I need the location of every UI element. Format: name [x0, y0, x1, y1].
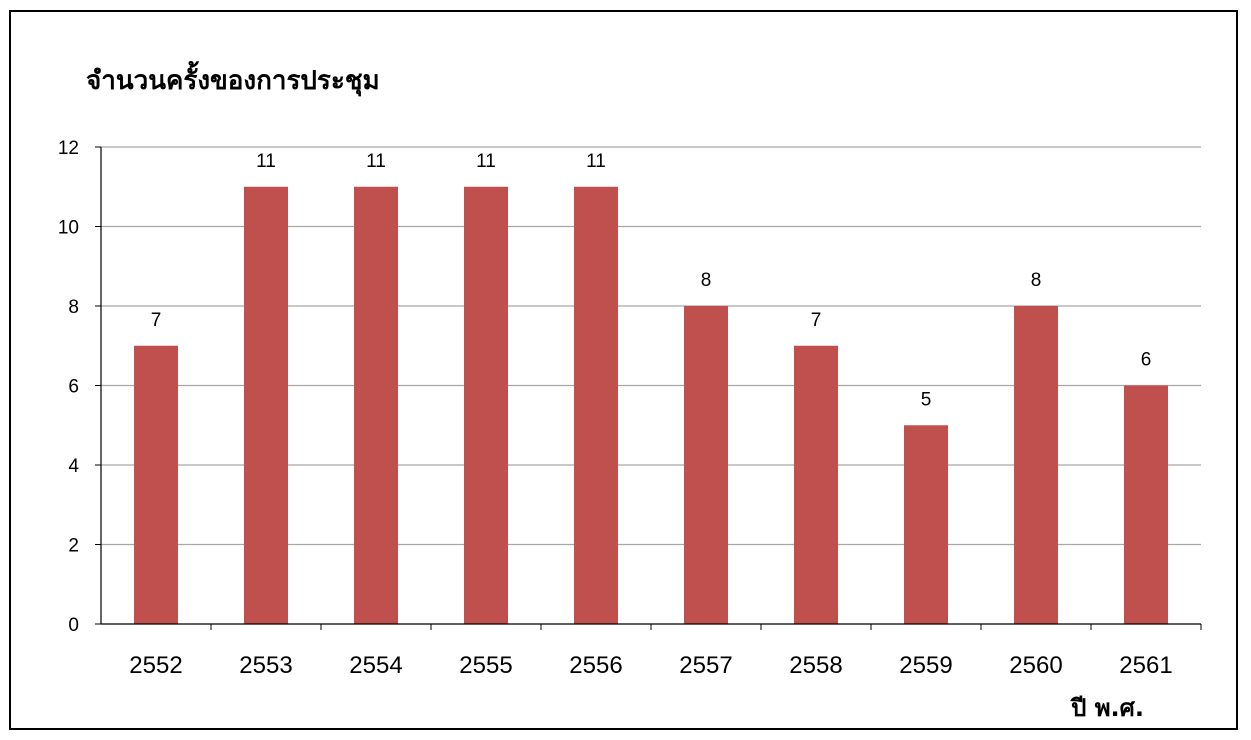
x-axis-title: ปี พ.ศ. — [1070, 694, 1144, 722]
x-tick-label: 2556 — [569, 652, 622, 679]
x-tick-label: 2552 — [129, 652, 182, 679]
x-tick-label: 2555 — [459, 652, 512, 679]
bar-2560 — [1014, 306, 1058, 624]
chart-title: จำนวนครั้งของการประชุม — [86, 60, 380, 97]
bar-2559 — [904, 425, 948, 624]
bars — [134, 186, 1168, 624]
y-tick-label: 8 — [68, 297, 79, 318]
y-tick-label: 4 — [68, 456, 79, 477]
x-tick-label: 2560 — [1009, 652, 1062, 679]
y-tick-label: 0 — [68, 615, 79, 636]
x-tick-label: 2559 — [899, 652, 952, 679]
x-tick-label: 2554 — [349, 652, 402, 679]
axes — [95, 146, 1202, 630]
y-tick-labels: 0 2 4 6 8 10 12 — [58, 138, 80, 636]
x-tick-label: 2561 — [1119, 652, 1172, 679]
data-label: 8 — [1031, 270, 1042, 291]
bar-2552 — [134, 345, 178, 624]
x-tick-label: 2557 — [679, 652, 732, 679]
bar-2558 — [794, 345, 838, 624]
x-tick-label: 2553 — [239, 652, 292, 679]
data-label: 11 — [366, 151, 386, 172]
data-label: 11 — [476, 151, 496, 172]
y-tick-label: 10 — [58, 218, 79, 239]
bar-2553 — [244, 186, 288, 624]
bar-2556 — [574, 186, 618, 624]
bar-2557 — [684, 306, 728, 624]
y-tick-label: 6 — [68, 377, 79, 398]
data-label: 7 — [811, 310, 822, 331]
bar-2555 — [464, 186, 508, 624]
data-label: 8 — [701, 270, 712, 291]
data-label: 6 — [1141, 350, 1152, 371]
y-tick-label: 12 — [58, 138, 79, 159]
data-labels: 7 11 11 11 11 8 7 5 8 6 — [151, 151, 1152, 411]
bar-2554 — [354, 186, 398, 624]
x-tick-label: 2558 — [789, 652, 842, 679]
data-label: 11 — [256, 151, 276, 172]
x-tick-labels: 2552 2553 2554 2555 2556 2557 2558 2559 2560 2561 — [129, 652, 1172, 679]
data-label: 5 — [921, 389, 932, 410]
y-tick-label: 2 — [68, 536, 79, 557]
bar-2561 — [1124, 385, 1168, 624]
data-label: 11 — [586, 151, 606, 172]
data-label: 7 — [151, 310, 162, 331]
